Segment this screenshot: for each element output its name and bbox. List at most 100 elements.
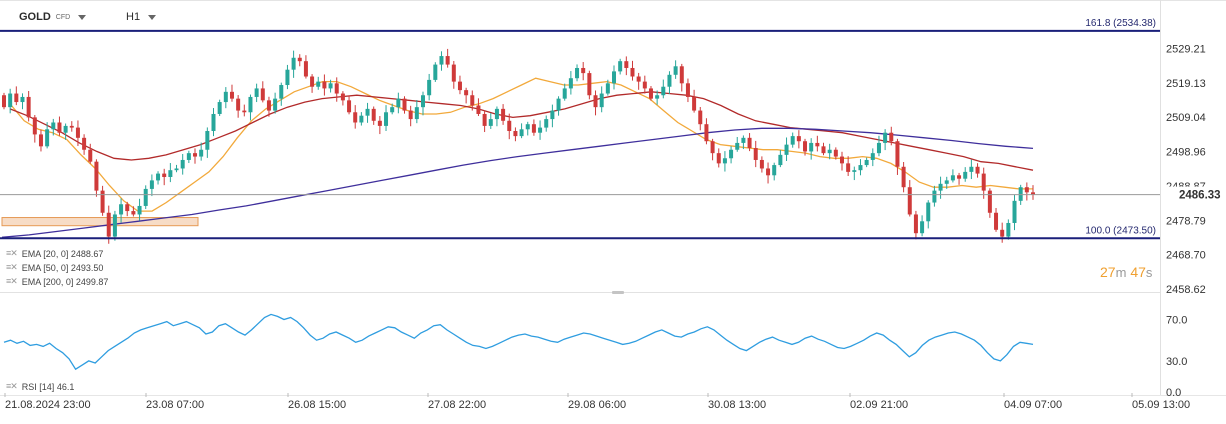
candle-body <box>236 98 241 111</box>
candle-body <box>920 221 925 234</box>
menu-close-icon[interactable]: ≡✕ <box>6 248 18 258</box>
candle <box>938 176 943 199</box>
candle <box>229 84 234 102</box>
timeframe-selector[interactable]: H1 <box>126 9 157 25</box>
candle <box>568 71 573 95</box>
candle-body <box>8 93 13 108</box>
legend-ema50-label: EMA [50, 0] 2493.50 <box>21 262 104 273</box>
candle <box>636 72 641 90</box>
candle-body <box>950 175 955 181</box>
candle <box>525 121 530 136</box>
candle-body <box>618 61 623 72</box>
candle <box>63 123 68 140</box>
rsi-layer: 0.0 30.0 70.0 <box>3 313 1187 399</box>
candle-body <box>131 211 136 215</box>
ema50-line <box>9 91 1034 171</box>
candle-body <box>223 91 228 103</box>
candle-body <box>593 95 598 108</box>
candle-body <box>125 204 130 212</box>
candle-body <box>519 129 524 137</box>
candle-body <box>667 74 672 87</box>
candle <box>969 159 974 180</box>
candle <box>168 163 173 183</box>
candle <box>729 146 734 164</box>
candle <box>612 65 617 90</box>
candle-body <box>174 168 179 171</box>
candle <box>82 134 87 155</box>
menu-close-icon[interactable]: ≡✕ <box>6 276 18 286</box>
candle <box>581 62 586 81</box>
symbol-dropdown-icon[interactable] <box>78 14 87 20</box>
candle <box>796 130 801 149</box>
candle <box>476 98 481 117</box>
candle-body <box>414 107 419 120</box>
candle-body <box>531 124 536 133</box>
candle <box>57 116 62 136</box>
candle <box>507 113 512 140</box>
candle <box>396 92 401 114</box>
candle-body <box>605 83 610 94</box>
candle <box>624 56 629 76</box>
candle-body <box>322 81 327 89</box>
rsi-line <box>3 313 1034 371</box>
candle <box>217 99 222 117</box>
ema20-line <box>9 77 1033 212</box>
candle <box>883 129 888 151</box>
candle <box>803 138 808 156</box>
candle <box>575 64 580 82</box>
candle <box>297 54 302 67</box>
candle-body <box>427 79 432 96</box>
candle <box>920 215 925 237</box>
menu-close-icon[interactable]: ≡✕ <box>6 262 18 272</box>
candle <box>156 171 161 185</box>
candle-body <box>648 88 653 99</box>
candle <box>186 150 191 164</box>
candle <box>895 138 900 175</box>
candle <box>377 116 382 135</box>
candle-body <box>957 175 962 179</box>
candle <box>488 113 493 129</box>
candle-body <box>439 56 444 65</box>
candle-body <box>587 73 592 96</box>
legend-ema20-label: EMA [20, 0] 2488.67 <box>21 248 104 259</box>
candle-body <box>938 183 943 191</box>
candle-body <box>901 166 906 188</box>
candle <box>648 86 653 101</box>
last-price-badge <box>1162 186 1224 203</box>
timer-minutes: 27 <box>1100 264 1116 280</box>
legend-ema200-label: EMA [200, 0] 2499.87 <box>21 276 109 287</box>
candle <box>599 86 604 113</box>
candle <box>864 157 869 168</box>
candle-body <box>932 190 937 203</box>
candle <box>371 106 376 125</box>
timeframe-dropdown-icon[interactable] <box>148 14 157 20</box>
candle-body <box>199 149 204 157</box>
fib-label: 100.0 (2473.50) <box>1085 225 1156 236</box>
candle <box>174 164 179 173</box>
candle-body <box>766 168 771 176</box>
candle-body <box>926 202 931 222</box>
candle <box>211 108 216 137</box>
candle <box>451 61 456 89</box>
x-tick-label: 26.08 15:00 <box>288 399 346 411</box>
candle-body <box>562 88 567 99</box>
candle-body <box>291 57 296 70</box>
candle-body <box>340 93 345 101</box>
candle-body <box>778 154 783 166</box>
candle-body <box>106 212 111 237</box>
candle <box>809 138 814 160</box>
candle-body <box>248 96 253 113</box>
candle <box>975 163 980 178</box>
candle-body <box>205 131 210 150</box>
candle-body <box>963 171 968 179</box>
candle-body <box>254 88 259 97</box>
candle <box>457 75 462 95</box>
candle-body <box>273 98 278 111</box>
candle <box>193 148 198 164</box>
candle-body <box>772 165 777 176</box>
candle-body <box>1000 229 1005 237</box>
symbol-selector[interactable]: GOLD CFD <box>19 9 87 25</box>
menu-close-icon[interactable]: ≡✕ <box>6 381 18 391</box>
